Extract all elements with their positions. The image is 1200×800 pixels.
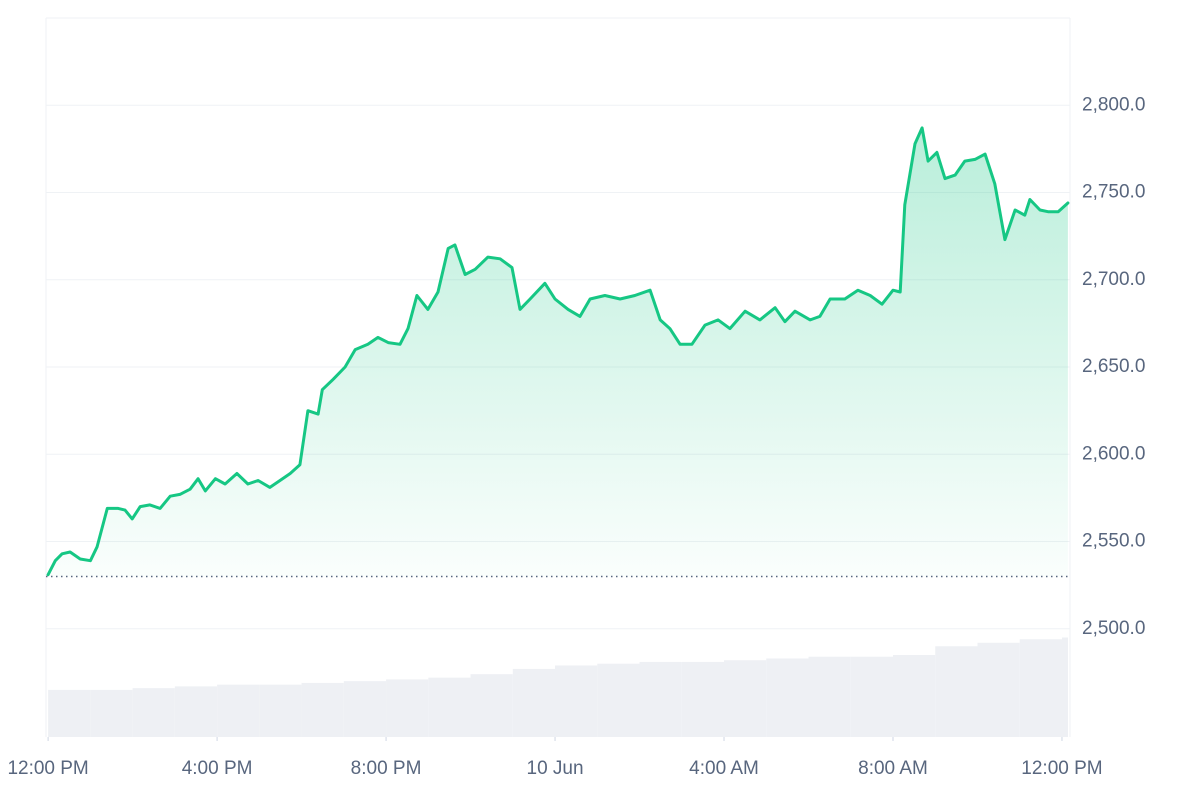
volume-bar [808,656,851,737]
y-tick-label: 2,700.0 [1082,269,1145,290]
x-tick-label: 12:00 PM [7,758,88,779]
y-tick-label: 2,750.0 [1082,182,1145,203]
volume-bar [597,663,640,737]
volume-bar [174,686,218,737]
volume-bar [428,677,471,737]
volume-bar [639,661,682,737]
y-tick-label: 2,650.0 [1082,356,1145,377]
x-tick-label: 12:00 PM [1021,758,1102,779]
volume-bar [301,682,344,737]
x-tick-label: 8:00 AM [858,758,928,779]
volume-bar [132,688,175,737]
x-tick-label: 4:00 PM [182,758,253,779]
y-tick-label: 2,600.0 [1082,443,1145,464]
volume-bar [892,654,936,737]
y-tick-label: 2,550.0 [1082,531,1145,552]
volume-bar [512,668,556,737]
x-tick-label: 10 Jun [527,758,584,779]
y-tick-label: 2,800.0 [1082,94,1145,115]
volume-bar [90,689,133,737]
volume-bar [470,674,513,737]
volume-bar [343,681,387,737]
area-fill [48,127,1068,577]
volume-bar [724,660,767,737]
volume-bar [555,665,598,737]
volume-bar [850,656,893,737]
volume-bar [766,658,809,737]
volume-bar [935,646,978,737]
y-tick-label: 2,500.0 [1082,618,1145,639]
x-tick-label: 8:00 PM [351,758,422,779]
volume-bar [48,689,91,737]
volume-bar [681,661,725,737]
x-tick-label: 4:00 AM [689,758,759,779]
volume-bar [217,684,260,737]
volume-bar [1061,637,1068,737]
volume-bar [259,684,302,737]
volume-bar [977,642,1020,737]
volume-bar [386,679,429,737]
volume-bar [1019,639,1062,737]
price-line [46,126,1070,577]
